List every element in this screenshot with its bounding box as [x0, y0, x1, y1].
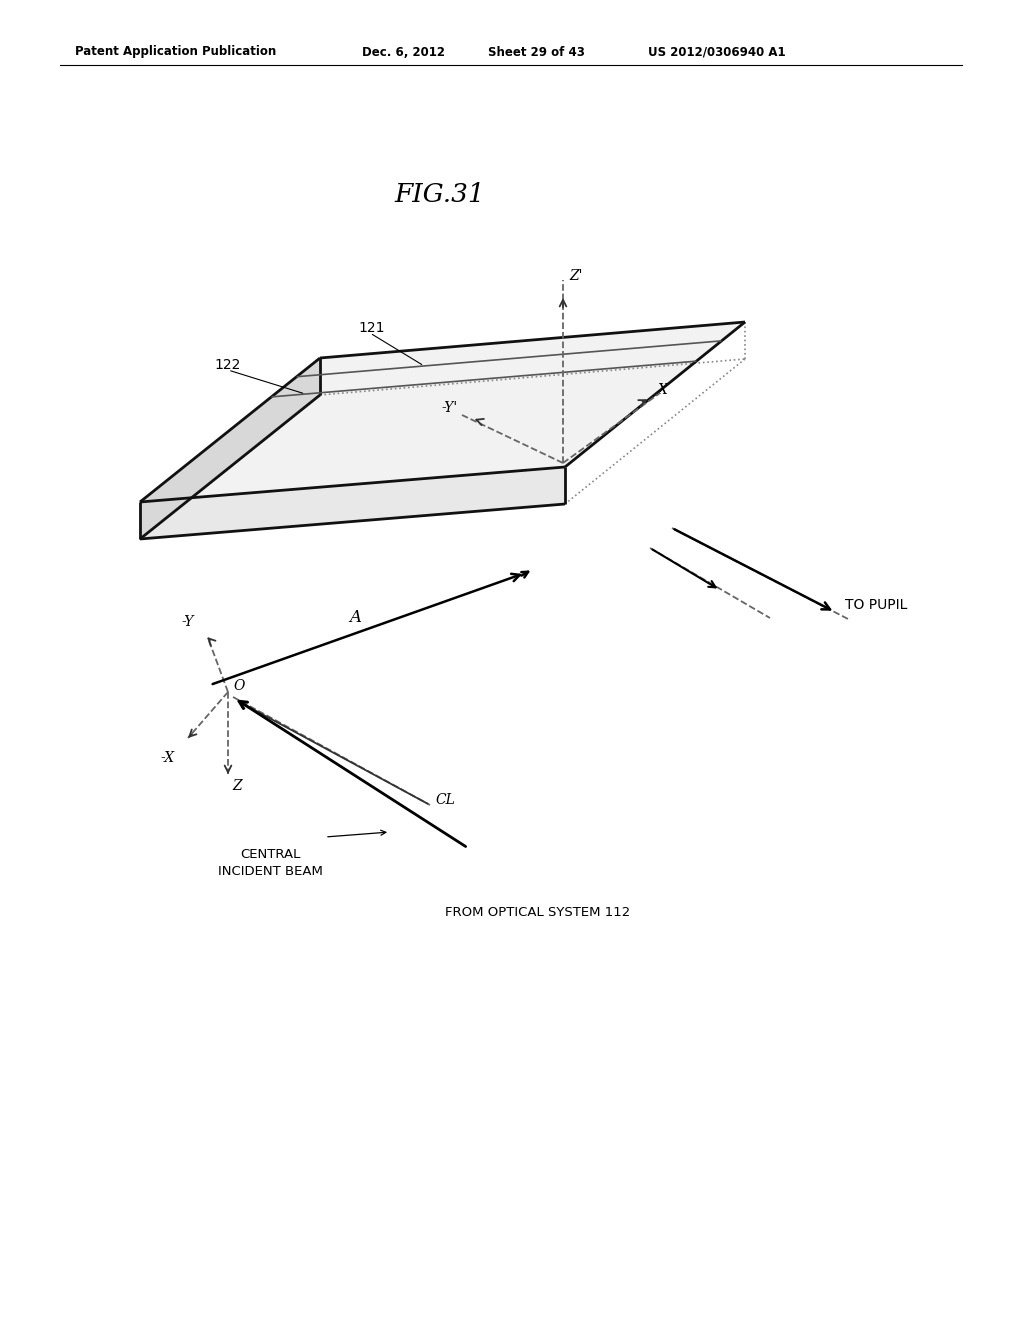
Text: Z': Z': [569, 269, 583, 282]
Text: FROM OPTICAL SYSTEM 112: FROM OPTICAL SYSTEM 112: [445, 907, 630, 920]
Text: -Y: -Y: [182, 615, 195, 630]
Text: 122: 122: [214, 358, 241, 372]
Text: Dec. 6, 2012: Dec. 6, 2012: [362, 45, 445, 58]
Polygon shape: [140, 467, 565, 539]
Text: FIG.31: FIG.31: [394, 182, 485, 207]
Text: CENTRAL
INCIDENT BEAM: CENTRAL INCIDENT BEAM: [217, 847, 323, 878]
Polygon shape: [140, 358, 319, 539]
Text: -Y': -Y': [442, 401, 458, 414]
Text: TO PUPIL: TO PUPIL: [845, 598, 907, 612]
Text: -X: -X: [161, 751, 175, 766]
Text: X: X: [658, 383, 668, 397]
Text: CL: CL: [435, 793, 455, 807]
Text: Sheet 29 of 43: Sheet 29 of 43: [488, 45, 585, 58]
Polygon shape: [140, 322, 745, 502]
Text: O: O: [233, 678, 245, 693]
Text: A: A: [349, 609, 361, 626]
Text: Patent Application Publication: Patent Application Publication: [75, 45, 276, 58]
Text: Z: Z: [232, 779, 242, 793]
Text: 121: 121: [358, 321, 384, 335]
Text: US 2012/0306940 A1: US 2012/0306940 A1: [648, 45, 785, 58]
